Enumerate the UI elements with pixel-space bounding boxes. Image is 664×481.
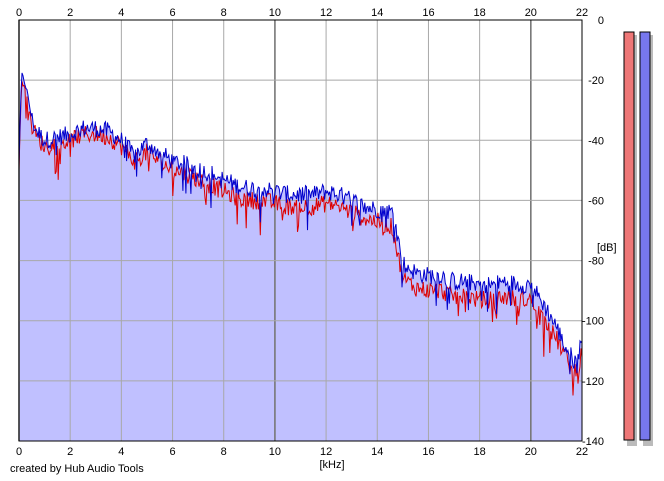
- x-tick-label-top: 6: [169, 7, 175, 19]
- x-ticks-top: 0 2 4 6 8 10 12 14 16 18 20 22: [16, 7, 588, 19]
- meter-bar-2: [639, 31, 651, 441]
- y-tick-label: -20: [588, 75, 604, 87]
- x-tick-label-top: 10: [269, 7, 281, 19]
- x-tick-label-top: 4: [118, 7, 124, 19]
- spectrum-area-fill: [19, 72, 582, 442]
- x-tick-label-top: 20: [525, 7, 537, 19]
- y-tick-label: -140: [582, 436, 604, 448]
- x-axis-label: [kHz]: [319, 459, 344, 471]
- x-tick-label-top: 0: [16, 7, 22, 19]
- y-tick-label: -100: [582, 316, 604, 328]
- y-tick-label: -60: [588, 195, 604, 207]
- plot-border: [18, 19, 583, 442]
- meter-bar-1: [623, 31, 635, 441]
- series-line-1: [18, 72, 583, 375]
- x-tick-label-top: 22: [576, 7, 588, 19]
- x-tick-label-top: 14: [371, 7, 383, 19]
- y-ticks-right: 0 -20 -40 -60 -80 -100 -120 -140: [582, 15, 604, 448]
- y-tick-label: 0: [598, 15, 604, 27]
- x-tick-label-bottom: 4: [118, 446, 124, 458]
- x-tick-label-bottom: 0: [16, 446, 22, 458]
- y-axis-label: [dB]: [597, 242, 617, 254]
- x-tick-label-bottom: 14: [371, 446, 383, 458]
- x-tick-label-bottom: 16: [422, 446, 434, 458]
- x-tick-label-bottom: 6: [169, 446, 175, 458]
- x-tick-label-bottom: 22: [576, 446, 588, 458]
- y-tick-label: -80: [588, 256, 604, 268]
- x-tick-label-bottom: 8: [221, 446, 227, 458]
- x-tick-label-bottom: 12: [320, 446, 332, 458]
- x-tick-label-bottom: 10: [269, 446, 281, 458]
- x-tick-label-top: 16: [422, 7, 434, 19]
- x-tick-label-top: 12: [320, 7, 332, 19]
- level-meters: [623, 31, 653, 446]
- series-layer: [18, 72, 583, 396]
- x-tick-label-top: 18: [474, 7, 486, 19]
- x-tick-label-bottom: 2: [67, 446, 73, 458]
- x-tick-label-bottom: 20: [525, 446, 537, 458]
- x-tick-label-top: 2: [67, 7, 73, 19]
- x-tick-label-bottom: 18: [474, 446, 486, 458]
- credit-text: created by Hub Audio Tools: [10, 463, 144, 475]
- y-tick-label: -40: [588, 135, 604, 147]
- x-ticks-bottom: 0 2 4 6 8 10 12 14 16 18 20 22: [16, 446, 588, 458]
- x-tick-label-top: 8: [221, 7, 227, 19]
- y-tick-label: -120: [582, 376, 604, 388]
